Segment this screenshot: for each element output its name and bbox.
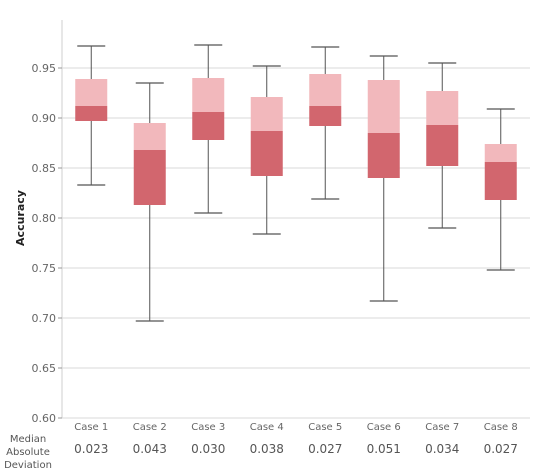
stat-row-label-line-3: Deviation bbox=[4, 460, 52, 471]
box-group bbox=[250, 65, 283, 235]
box-group bbox=[192, 44, 225, 214]
category-label: Case 6 bbox=[367, 422, 401, 433]
lower-box bbox=[133, 150, 166, 205]
stat-row-label-line-2: Absolute bbox=[6, 447, 50, 458]
mad-value: 0.051 bbox=[367, 442, 401, 456]
mad-value: 0.027 bbox=[308, 442, 342, 456]
upper-box bbox=[250, 97, 283, 131]
upper-box bbox=[309, 74, 342, 106]
mad-value: 0.038 bbox=[250, 442, 284, 456]
stat-row-label-line-1: Median bbox=[10, 434, 46, 445]
lower-box bbox=[250, 131, 283, 176]
y-tick-label: 0.85 bbox=[32, 162, 57, 175]
mad-value: 0.043 bbox=[133, 442, 167, 456]
x-axis-categories: Case 1 Case 2 Case 3 Case 4 Case 5 Case 6 Case… bbox=[74, 422, 518, 433]
category-label: Case 5 bbox=[308, 422, 342, 433]
lower-box bbox=[484, 162, 517, 200]
y-tick-label: 0.80 bbox=[32, 212, 57, 225]
mad-value: 0.030 bbox=[191, 442, 225, 456]
lower-box bbox=[192, 112, 225, 140]
y-axis: Accuracy 0.60 0.65 0.70 0.75 0.80 0.85 0.90 0.9… bbox=[14, 62, 56, 425]
lower-box bbox=[367, 133, 400, 178]
y-tick-label: 0.65 bbox=[32, 362, 57, 375]
y-axis-label: Accuracy bbox=[14, 190, 27, 246]
lower-box bbox=[75, 106, 108, 121]
category-label: Case 1 bbox=[74, 422, 108, 433]
mad-value: 0.027 bbox=[484, 442, 518, 456]
box-group bbox=[367, 55, 400, 302]
box-group bbox=[133, 82, 166, 322]
category-label: Case 2 bbox=[133, 422, 167, 433]
lower-box bbox=[309, 106, 342, 126]
gridlines bbox=[58, 20, 530, 419]
y-tick-label: 0.95 bbox=[32, 62, 57, 75]
mad-value: 0.023 bbox=[74, 442, 108, 456]
category-label: Case 7 bbox=[425, 422, 459, 433]
upper-box bbox=[484, 144, 517, 162]
category-label: Case 8 bbox=[484, 422, 518, 433]
mad-value: 0.034 bbox=[425, 442, 459, 456]
upper-box bbox=[426, 91, 459, 125]
category-label: Case 4 bbox=[250, 422, 284, 433]
median-absolute-deviation-row: Median Absolute Deviation 0.023 0.043 0.03… bbox=[4, 434, 518, 471]
y-tick-label: 0.60 bbox=[32, 412, 57, 425]
upper-box bbox=[133, 123, 166, 150]
box-group bbox=[309, 46, 342, 200]
category-label: Case 3 bbox=[191, 422, 225, 433]
upper-box bbox=[75, 79, 108, 106]
box-series bbox=[75, 44, 517, 322]
y-tick-label: 0.70 bbox=[32, 312, 57, 325]
box-group bbox=[426, 62, 459, 229]
upper-box bbox=[192, 78, 225, 112]
y-tick-label: 0.90 bbox=[32, 112, 57, 125]
box-group bbox=[75, 45, 108, 186]
box-group bbox=[484, 108, 517, 271]
lower-box bbox=[426, 125, 459, 166]
y-tick-label: 0.75 bbox=[32, 262, 57, 275]
upper-box bbox=[367, 80, 400, 133]
